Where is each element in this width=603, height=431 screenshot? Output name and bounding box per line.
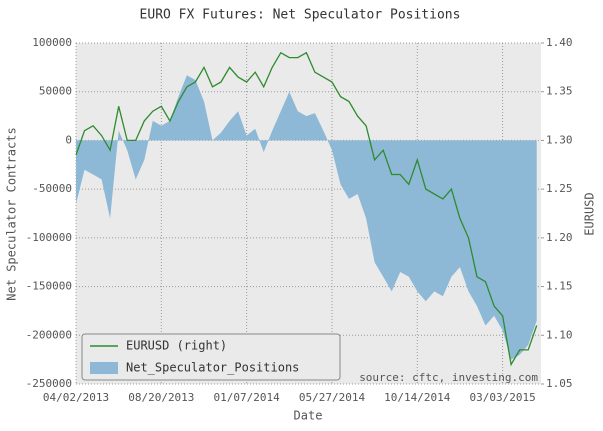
y-tick-label: -50000 bbox=[32, 182, 72, 195]
y-axis-label: Net Speculator Contracts bbox=[5, 127, 19, 300]
y2-tick-label: 1.30 bbox=[546, 133, 573, 146]
y2-tick-label: 1.40 bbox=[546, 36, 573, 49]
y-tick-label: 0 bbox=[65, 133, 72, 146]
x-tick-label: 03/03/2015 bbox=[469, 391, 535, 404]
legend-swatch bbox=[90, 362, 118, 374]
y-tick-label: -250000 bbox=[26, 377, 72, 390]
y2-tick-label: 1.20 bbox=[546, 231, 573, 244]
line bbox=[75, 51, 538, 367]
y-tick-label: -200000 bbox=[26, 328, 72, 341]
y-tick-label: 100000 bbox=[32, 36, 72, 49]
x-tick-label: 10/14/2014 bbox=[384, 391, 451, 404]
x-tick-label: 04/02/2013 bbox=[43, 391, 109, 404]
legend-box bbox=[81, 333, 341, 381]
source-note: source: cftc, investing.com bbox=[359, 371, 538, 384]
y2-tick-label: 1.10 bbox=[546, 328, 573, 341]
y2-tick-label: 1.35 bbox=[546, 85, 573, 98]
y2-tick-label: 1.25 bbox=[546, 182, 573, 195]
x-tick-label: 05/27/2014 bbox=[299, 391, 366, 404]
y-tick-label: -150000 bbox=[26, 280, 72, 293]
y2-axis-label: EURUSD bbox=[583, 192, 597, 235]
chart-title: EURO FX Futures: Net Speculator Position… bbox=[140, 8, 461, 23]
x-tick-label: 08/20/2013 bbox=[128, 391, 194, 404]
y2-tick-label: 1.15 bbox=[546, 280, 573, 293]
x-tick-label: 01/07/2014 bbox=[214, 391, 281, 404]
legend-label: Net_Speculator_Positions bbox=[126, 361, 299, 375]
x-axis-label: Date bbox=[294, 409, 323, 423]
legend-label: EURUSD (right) bbox=[126, 339, 227, 353]
y-tick-label: 50000 bbox=[39, 85, 72, 98]
y2-tick-label: 1.05 bbox=[546, 377, 573, 390]
area bbox=[76, 75, 537, 360]
y-tick-label: -100000 bbox=[26, 231, 72, 244]
